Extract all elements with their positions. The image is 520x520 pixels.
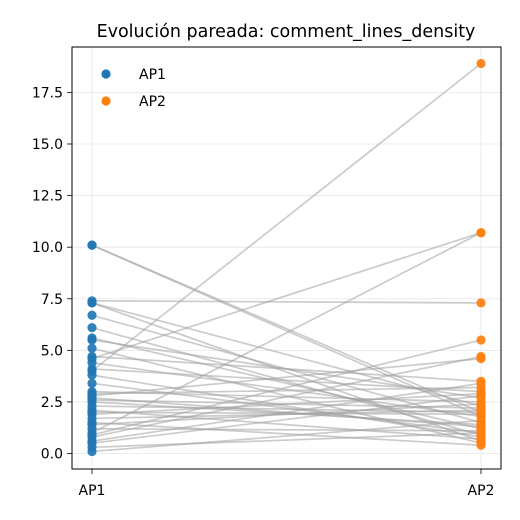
- pair-line: [91, 339, 482, 436]
- ap1-point: [87, 298, 97, 308]
- pair-line: [91, 231, 482, 360]
- pair-line: [91, 62, 482, 372]
- ap2-point: [476, 428, 486, 438]
- pair-line: [91, 392, 482, 416]
- ap1-point: [87, 335, 97, 345]
- chart-title: Evolución pareada: comment_lines_density: [97, 22, 476, 42]
- ap1-point: [87, 378, 97, 388]
- x-tick-label: AP2: [468, 483, 495, 499]
- pair-line: [91, 419, 482, 453]
- pair-line: [91, 432, 482, 449]
- x-tick-label: AP1: [79, 483, 106, 499]
- y-tick-label: 2.5: [41, 395, 63, 411]
- points: [87, 58, 486, 457]
- pair-line: [91, 386, 482, 395]
- ap2-point: [476, 335, 486, 345]
- ap1-point: [87, 343, 97, 353]
- ap1-point: [87, 323, 97, 333]
- axes: [71, 46, 502, 470]
- legend-label: AP1: [139, 67, 166, 83]
- ap2-point: [476, 415, 486, 426]
- plot-frame: [71, 46, 502, 470]
- ap2-point: [476, 378, 486, 388]
- pair-lines: [91, 62, 482, 453]
- pair-line: [91, 302, 482, 442]
- ap1-point: [87, 310, 97, 320]
- y-tick-label: 10.0: [32, 240, 63, 256]
- y-tick-label: 15.0: [32, 137, 63, 153]
- y-tick-label: 12.5: [32, 189, 63, 205]
- ap1-point: [87, 446, 97, 457]
- pair-line: [91, 357, 482, 397]
- pair-line: [91, 394, 482, 445]
- ap1-point: [87, 240, 97, 250]
- pair-line: [91, 231, 482, 434]
- pair-line: [91, 382, 482, 442]
- pair-line: [91, 421, 482, 447]
- pair-line: [91, 374, 482, 438]
- y-tick-label: 17.5: [32, 85, 63, 101]
- ap1-point: [87, 370, 97, 380]
- pair-line: [91, 355, 482, 383]
- ap2-point: [476, 351, 486, 362]
- ticks: 0.0 2.5 5.0 7.5 10.0 12.5 15.0 17.5 AP1 AP2: [32, 85, 495, 499]
- legend-marker: [101, 96, 111, 106]
- pair-line: [91, 299, 482, 304]
- legend: AP1 AP2: [101, 67, 166, 110]
- pair-line: [91, 326, 482, 436]
- ap2-point: [476, 228, 486, 238]
- y-tick-label: 5.0: [41, 343, 63, 359]
- pair-line: [91, 403, 482, 426]
- ap2-point: [476, 391, 486, 401]
- legend-label: AP2: [139, 94, 166, 110]
- ap2-point: [476, 440, 486, 450]
- pair-line: [91, 411, 482, 416]
- y-tick-label: 7.5: [41, 292, 63, 308]
- ap2-point: [476, 399, 486, 409]
- ap2-point: [476, 58, 486, 69]
- pair-line: [91, 427, 482, 432]
- pair-line: [91, 355, 482, 438]
- pair-line: [91, 409, 482, 440]
- legend-marker: [101, 69, 111, 79]
- ap2-point: [476, 298, 486, 308]
- pair-line: [91, 382, 482, 434]
- y-tick-label: 0.0: [41, 447, 63, 463]
